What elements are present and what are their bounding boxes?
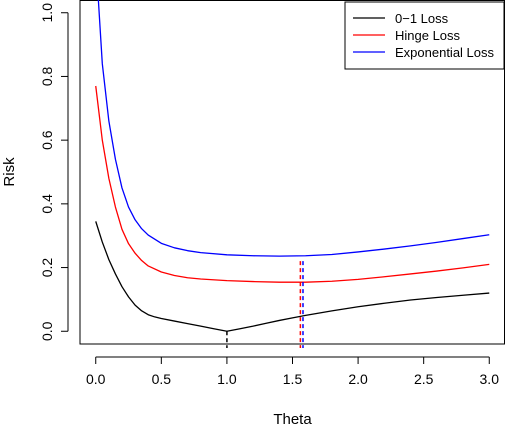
minima-markers — [226, 261, 304, 348]
x-tick-label: 0.5 — [152, 371, 172, 387]
series-line-hinge-loss — [95, 85, 490, 283]
series-layer — [95, 0, 490, 332]
legend-label: 0−1 Loss — [395, 11, 449, 26]
x-tick-label: 3.0 — [480, 371, 500, 387]
series-line--loss — [95, 221, 490, 332]
x-tick-label: 2.5 — [414, 371, 434, 387]
y-tick-label: 0.2 — [39, 258, 55, 278]
legend-label: Exponential Loss — [395, 45, 495, 60]
y-tick-label: 0.0 — [39, 321, 55, 341]
legend: 0−1 Loss Hinge Loss Exponential Loss — [344, 1, 505, 70]
y-tick-label: 0.4 — [39, 194, 55, 214]
plot-frame — [79, 0, 505, 345]
series-line-exponential-loss — [97, 0, 490, 257]
x-tick-label: 1.0 — [217, 371, 237, 387]
y-tick-label: 1.0 — [39, 3, 55, 23]
x-tick-label: 1.5 — [283, 371, 303, 387]
legend-label: Hinge Loss — [395, 28, 461, 43]
x-tick-label: 2.0 — [348, 371, 368, 387]
x-axis-title: Theta — [273, 411, 312, 428]
y-axis: 0.0 0.2 0.4 0.6 0.8 1.0 — [39, 3, 69, 341]
y-axis-title: Risk — [1, 157, 18, 187]
y-tick-label: 0.8 — [39, 67, 55, 87]
x-axis: 0.0 0.5 1.0 1.5 2.0 2.5 3.0 — [86, 356, 500, 387]
plot-border — [79, 0, 505, 345]
x-tick-label: 0.0 — [86, 371, 106, 387]
y-tick-label: 0.6 — [39, 130, 55, 150]
